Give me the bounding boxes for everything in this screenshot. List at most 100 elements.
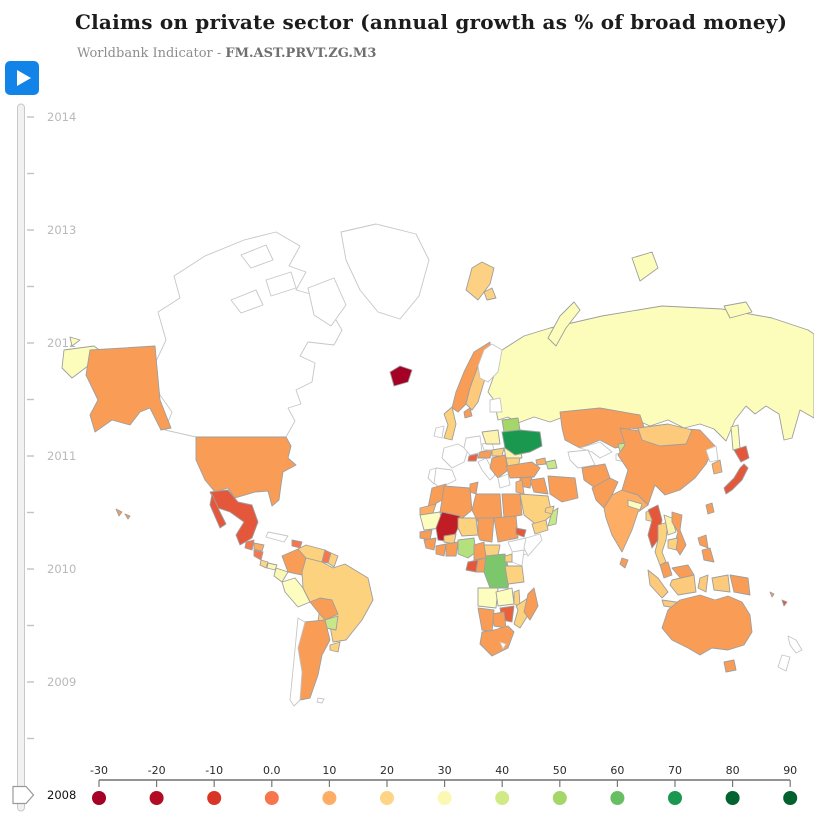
legend-color-dot [725, 791, 740, 805]
country-falkland-islands[interactable] [316, 697, 325, 704]
slider-track[interactable] [17, 103, 25, 812]
country-uae[interactable] [544, 505, 555, 515]
country-dr-congo[interactable] [483, 553, 511, 589]
country-nepal[interactable] [627, 499, 643, 511]
country-france[interactable] [441, 443, 469, 469]
timeline-year-label: 2012 [47, 336, 76, 350]
country-sumatra[interactable] [647, 569, 669, 599]
country-iraq[interactable] [529, 477, 549, 495]
country-niger[interactable] [457, 517, 479, 537]
country-fiji[interactable] [781, 599, 788, 607]
country-guinea[interactable] [423, 537, 437, 551]
indicator-code: FM.AST.PRVT.ZG.M3 [225, 46, 377, 61]
country-malaysia-peninsula[interactable] [659, 561, 673, 579]
country-arctic-islands-east[interactable] [631, 251, 659, 282]
country-canada-islands-3[interactable] [240, 244, 274, 269]
country-oman[interactable] [547, 507, 559, 527]
country-nigeria[interactable] [457, 537, 477, 559]
country-south-korea[interactable] [711, 459, 723, 475]
legend-tick-label: -10 [205, 764, 223, 777]
country-mexico[interactable] [209, 489, 259, 546]
country-chukotka-tip[interactable] [69, 336, 81, 347]
play-button[interactable] [5, 61, 39, 95]
country-tasmania[interactable] [723, 659, 737, 673]
country-baltics[interactable] [489, 397, 503, 413]
country-madagascar[interactable] [523, 587, 539, 621]
country-japan[interactable] [723, 445, 750, 495]
country-ivory-coast[interactable] [435, 543, 447, 557]
country-ghana[interactable] [445, 541, 459, 557]
country-greece[interactable] [497, 473, 511, 489]
country-denmark[interactable] [463, 407, 473, 419]
country-austria[interactable] [477, 449, 493, 459]
country-suriname[interactable] [327, 552, 339, 568]
country-turkey[interactable] [505, 461, 541, 479]
country-turkmenistan[interactable] [567, 449, 596, 469]
country-uganda[interactable] [504, 553, 513, 563]
country-italy[interactable] [477, 457, 496, 481]
country-finland[interactable] [477, 343, 503, 383]
country-hawaii[interactable] [115, 508, 131, 520]
country-ukraine[interactable] [501, 429, 543, 456]
country-uruguay[interactable] [329, 641, 341, 653]
country-iran[interactable] [547, 475, 579, 503]
legend-color-dot [610, 791, 625, 805]
country-laos[interactable] [663, 514, 677, 536]
country-baja-california[interactable] [209, 493, 227, 529]
country-tanzania[interactable] [504, 565, 525, 585]
country-guatemala[interactable] [244, 539, 255, 551]
country-papua-new-guinea[interactable] [729, 574, 751, 596]
country-philippines[interactable] [697, 534, 715, 563]
country-alaska[interactable] [85, 345, 172, 433]
country-poland[interactable] [481, 429, 501, 445]
country-australia[interactable] [661, 594, 753, 656]
country-sri-lanka[interactable] [619, 557, 629, 569]
country-cambodia[interactable] [667, 537, 679, 551]
country-vanuatu[interactable] [769, 591, 775, 598]
country-georgia[interactable] [535, 457, 547, 466]
country-svalbard[interactable] [465, 261, 497, 301]
country-chad[interactable] [477, 517, 495, 543]
country-uzbekistan[interactable] [579, 441, 613, 459]
country-honduras[interactable] [253, 542, 265, 552]
country-kalimantan[interactable] [669, 574, 697, 596]
country-yemen[interactable] [531, 519, 549, 535]
country-balkans[interactable] [489, 454, 509, 479]
country-bolivia[interactable] [309, 597, 339, 621]
legend-color-dot [264, 791, 279, 805]
country-north-korea[interactable] [705, 445, 719, 463]
country-united-states[interactable] [195, 436, 297, 507]
country-sudan[interactable] [493, 515, 519, 543]
country-iceland[interactable] [389, 365, 413, 387]
country-greenland[interactable] [340, 223, 430, 320]
country-baffin-island[interactable] [307, 277, 347, 327]
country-mongolia[interactable] [637, 423, 693, 447]
country-costa-rica[interactable] [259, 559, 269, 569]
country-novaya-zemlya[interactable] [547, 301, 581, 347]
country-switzerland[interactable] [467, 453, 479, 462]
country-ireland[interactable] [433, 425, 445, 439]
country-germany[interactable] [463, 435, 483, 456]
country-canada-islands-2[interactable] [265, 271, 297, 297]
timeline-slider[interactable]: 2014 2013 2012 2011 2010 2009 2008 [0, 0, 110, 814]
country-chile[interactable] [289, 617, 306, 707]
slider-handle[interactable] [12, 785, 35, 805]
country-lesotho[interactable] [499, 641, 507, 650]
country-azerbaijan[interactable] [545, 459, 558, 470]
legend-color-dot [437, 791, 452, 805]
country-west-papua[interactable] [711, 574, 731, 593]
country-panama[interactable] [266, 562, 278, 571]
country-taiwan[interactable] [705, 502, 715, 515]
timeline-year-label: 2008 [47, 788, 76, 802]
country-new-zealand[interactable] [777, 635, 803, 672]
country-angola[interactable] [477, 587, 499, 609]
country-eritrea[interactable] [515, 527, 527, 538]
country-egypt[interactable] [501, 493, 523, 519]
country-arctic-islands-east-2[interactable] [723, 301, 753, 319]
country-south-africa[interactable] [479, 625, 515, 657]
country-canada-islands-1[interactable] [230, 289, 264, 314]
country-cuba[interactable] [265, 531, 289, 543]
country-sulawesi[interactable] [697, 574, 709, 593]
country-somalia[interactable] [523, 533, 543, 557]
country-portugal[interactable] [427, 467, 437, 485]
